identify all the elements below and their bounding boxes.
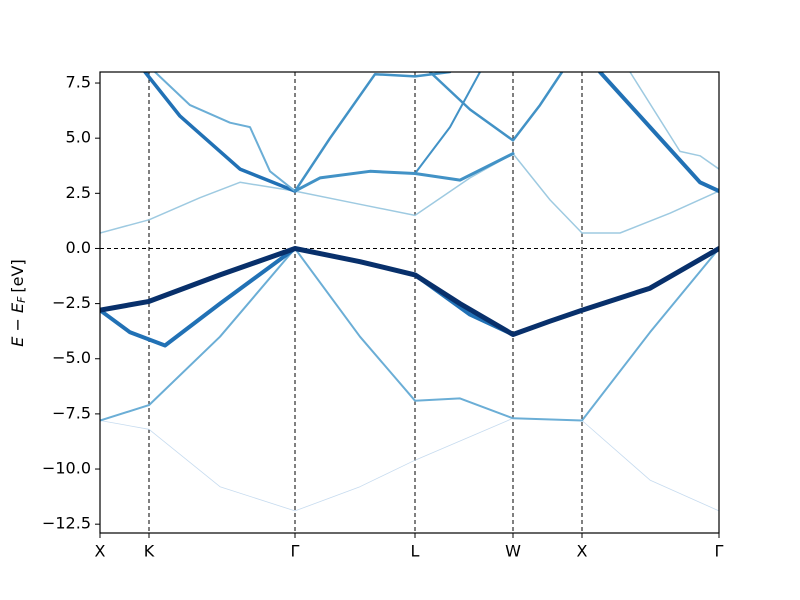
band: [428, 72, 564, 142]
y-tick-label: 7.5: [66, 73, 91, 92]
y-label-sub: F: [15, 296, 28, 303]
band: [293, 152, 515, 193]
y-axis-label: E − EF [eV]: [8, 259, 29, 346]
band: [414, 72, 481, 175]
x-tick-label: Γ: [715, 542, 724, 561]
y-tick-label: −2.5: [52, 293, 91, 312]
band: [154, 72, 296, 193]
y-tick-label: −7.5: [52, 403, 91, 422]
x-tick-label: W: [505, 542, 521, 561]
band: [100, 152, 719, 234]
band: [100, 246, 719, 337]
x-tick-label: Γ: [291, 542, 300, 561]
x-tick-label: X: [577, 542, 588, 561]
band: [100, 247, 719, 422]
x-tick-label: L: [411, 542, 420, 561]
band: [143, 72, 297, 193]
y-tick-label: 0.0: [66, 238, 91, 257]
y-label-unit: [eV]: [8, 259, 27, 292]
plot-area: [100, 72, 719, 533]
band: [100, 417, 719, 512]
y-tick-label: 2.5: [66, 183, 91, 202]
x-tick-label: K: [144, 542, 155, 561]
band: [598, 72, 719, 194]
axes-frame: [99, 71, 720, 534]
y-tick-label: −12.5: [42, 514, 91, 533]
y-tick-label: −10.0: [42, 459, 91, 478]
band: [629, 72, 719, 170]
x-tick-label: X: [95, 542, 106, 561]
y-tick-label: 5.0: [66, 128, 91, 147]
band: [293, 72, 452, 193]
y-label-main: E − E: [8, 302, 27, 347]
y-tick-label: −5.0: [52, 348, 91, 367]
